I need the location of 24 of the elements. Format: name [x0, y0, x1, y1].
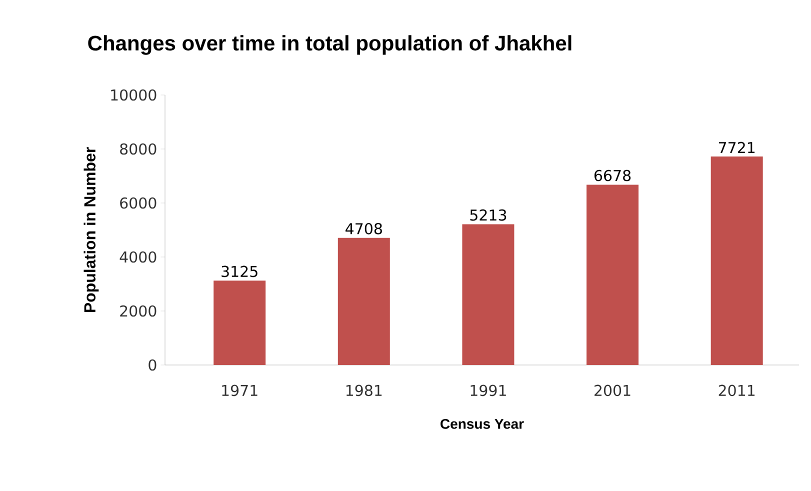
x-tick-label: 1971: [222, 384, 258, 396]
bar: [214, 280, 266, 365]
data-label: 6678: [594, 170, 631, 182]
y-tick-label: 4000: [120, 251, 156, 263]
bar: [710, 156, 763, 365]
data-label: 4708: [346, 223, 382, 234]
y-axis-title: Population in Number: [84, 147, 99, 312]
chart-title: Changes over time in total population of Jhakhel: [88, 35, 572, 55]
y-tick-label: 10000: [111, 89, 156, 101]
bar: [462, 224, 514, 365]
x-axis-title: Census Year: [440, 418, 524, 429]
x-tick-label: 1981: [346, 384, 382, 396]
data-label: 5213: [470, 209, 506, 221]
y-tick-label: 2000: [120, 305, 156, 317]
bar: [586, 184, 639, 365]
x-tick-label: 2011: [718, 384, 755, 396]
data-label: 7721: [718, 142, 755, 154]
y-tick-label: 8000: [120, 143, 156, 155]
y-tick-label: 0: [148, 359, 156, 371]
x-tick-label: 1991: [470, 384, 506, 396]
y-tick-label: 6000: [120, 197, 156, 209]
x-tick-label: 2001: [594, 384, 630, 396]
bar: [338, 238, 390, 365]
data-label: 3125: [222, 266, 258, 278]
